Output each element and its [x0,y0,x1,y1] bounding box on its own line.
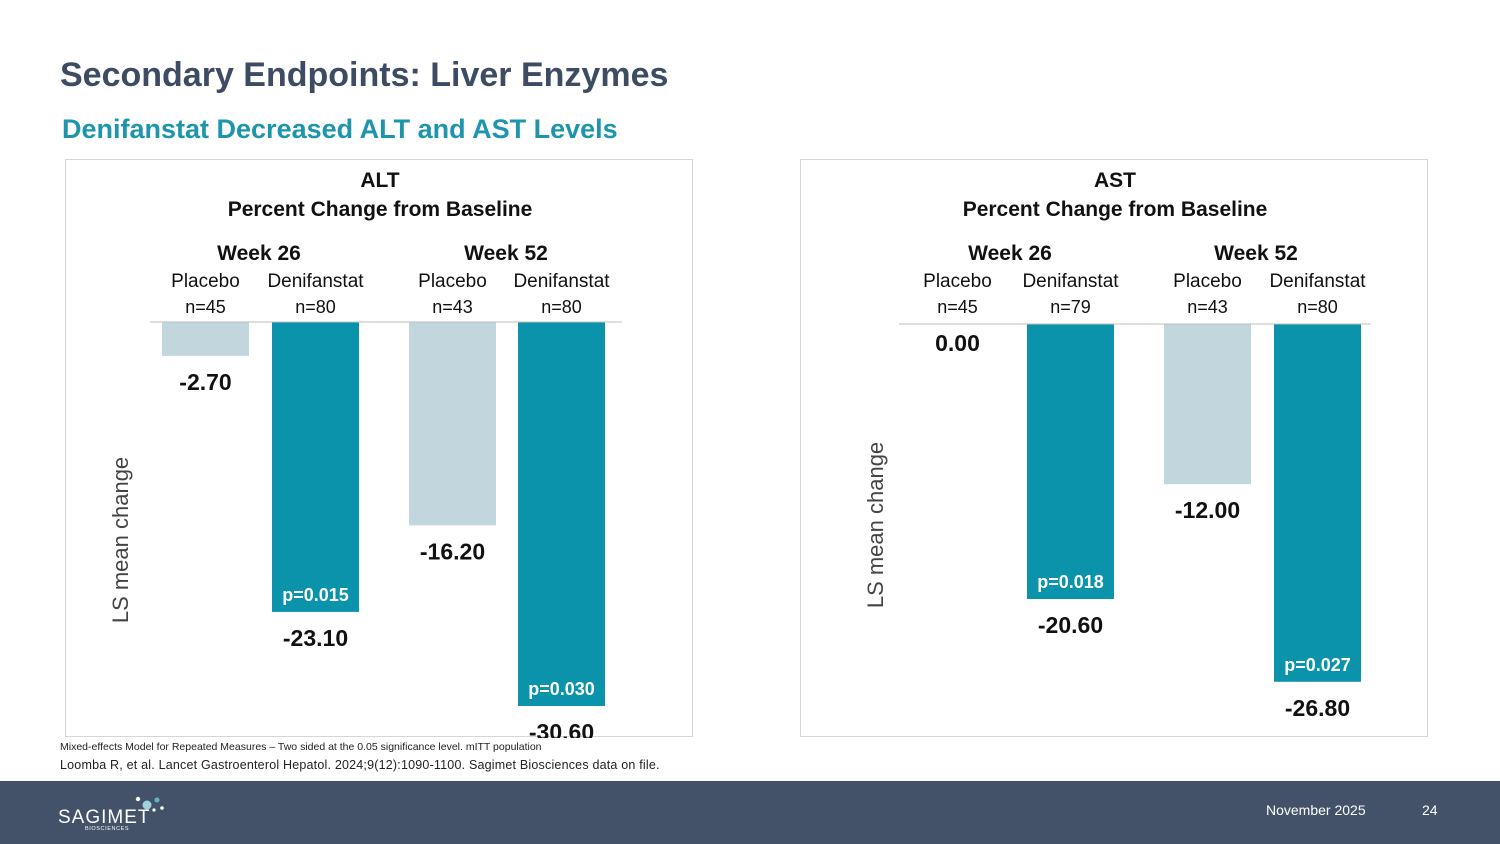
alt-y-axis-label: LS mean change [108,457,133,623]
ast-bar-p-value: p=0.018 [1037,572,1104,592]
alt-bar-value-label: -16.20 [420,538,485,564]
ast-group-label: Week 52 [1214,242,1298,265]
alt-bar [518,322,605,707]
ast-group-label: Week 26 [968,242,1052,265]
ast-chart-panel: AST Percent Change from Baseline LS mean c… [800,159,1428,737]
alt-bar-category-label: Placebo [418,271,487,292]
alt-chart-subtitle: Percent Change from Baseline [228,198,533,221]
ast-bar-n-label: n=79 [1050,297,1091,317]
ast-bar-category-label: Denifanstat [1269,271,1366,292]
alt-bar-n-label: n=80 [541,297,582,317]
alt-bar [162,322,249,356]
page-title: Secondary Endpoints: Liver Enzymes [60,56,669,94]
alt-bar [409,322,496,526]
ast-bar [1027,324,1114,600]
page-number: 24 [1422,802,1438,818]
ast-bar-value-label: 0.00 [935,330,980,356]
page-subtitle: Denifanstat Decreased ALT and AST Levels [62,114,618,144]
method-footnote: Mixed-effects Model for Repeated Measure… [60,741,542,753]
alt-bar-n-label: n=80 [295,297,336,317]
citation-footnote: Loomba R, et al. Lancet Gastroenterol He… [60,758,660,772]
alt-bar-category-label: Denifanstat [267,271,364,292]
ast-bar-n-label: n=45 [937,297,978,317]
ast-bar [1164,324,1251,485]
ast-bar-n-label: n=80 [1297,297,1338,317]
alt-chart: ALT Percent Change from Baseline LS mean c… [108,169,622,738]
alt-group-label: Week 52 [464,242,548,265]
footer-date: November 2025 [1266,802,1366,818]
alt-chart-title: ALT [360,169,399,192]
alt-group-label: Week 26 [217,242,301,265]
ast-bar-category-label: Placebo [923,271,992,292]
ast-bar-category-label: Placebo [1173,271,1242,292]
ast-bar-p-value: p=0.027 [1284,655,1351,675]
ast-bar-value-label: -26.80 [1285,695,1350,721]
ast-bar [1274,324,1361,682]
sagimet-logo: SAGIMET BIOSCIENCES [58,796,164,832]
alt-bar [272,322,359,612]
ast-chart-subtitle: Percent Change from Baseline [963,198,1268,221]
footer-bar: SAGIMET BIOSCIENCES November 2025 24 [0,781,1500,844]
alt-bar-n-label: n=45 [185,297,226,317]
ast-bar-n-label: n=43 [1187,297,1228,317]
ast-chart: AST Percent Change from Baseline LS mean c… [863,169,1371,721]
alt-bar-category-label: Denifanstat [513,271,610,292]
alt-bar-p-value: p=0.015 [282,585,349,605]
alt-bar-value-label: -30.60 [529,719,594,738]
alt-bar-value-label: -23.10 [283,625,348,651]
alt-chart-panel: ALT Percent Change from Baseline LS mean c… [65,159,693,738]
alt-bar-n-label: n=43 [432,297,473,317]
alt-bar-p-value: p=0.030 [528,679,595,699]
logo-wordmark: SAGIMET [58,807,151,828]
ast-bar-value-label: -20.60 [1038,612,1103,638]
ast-y-axis-label: LS mean change [863,442,888,608]
ast-bar-value-label: -12.00 [1175,497,1240,523]
alt-bar-value-label: -2.70 [179,369,231,395]
ast-bar-category-label: Denifanstat [1022,271,1119,292]
logo-subtext: BIOSCIENCES [85,826,129,832]
ast-chart-title: AST [1094,169,1136,192]
alt-bar-category-label: Placebo [171,271,240,292]
